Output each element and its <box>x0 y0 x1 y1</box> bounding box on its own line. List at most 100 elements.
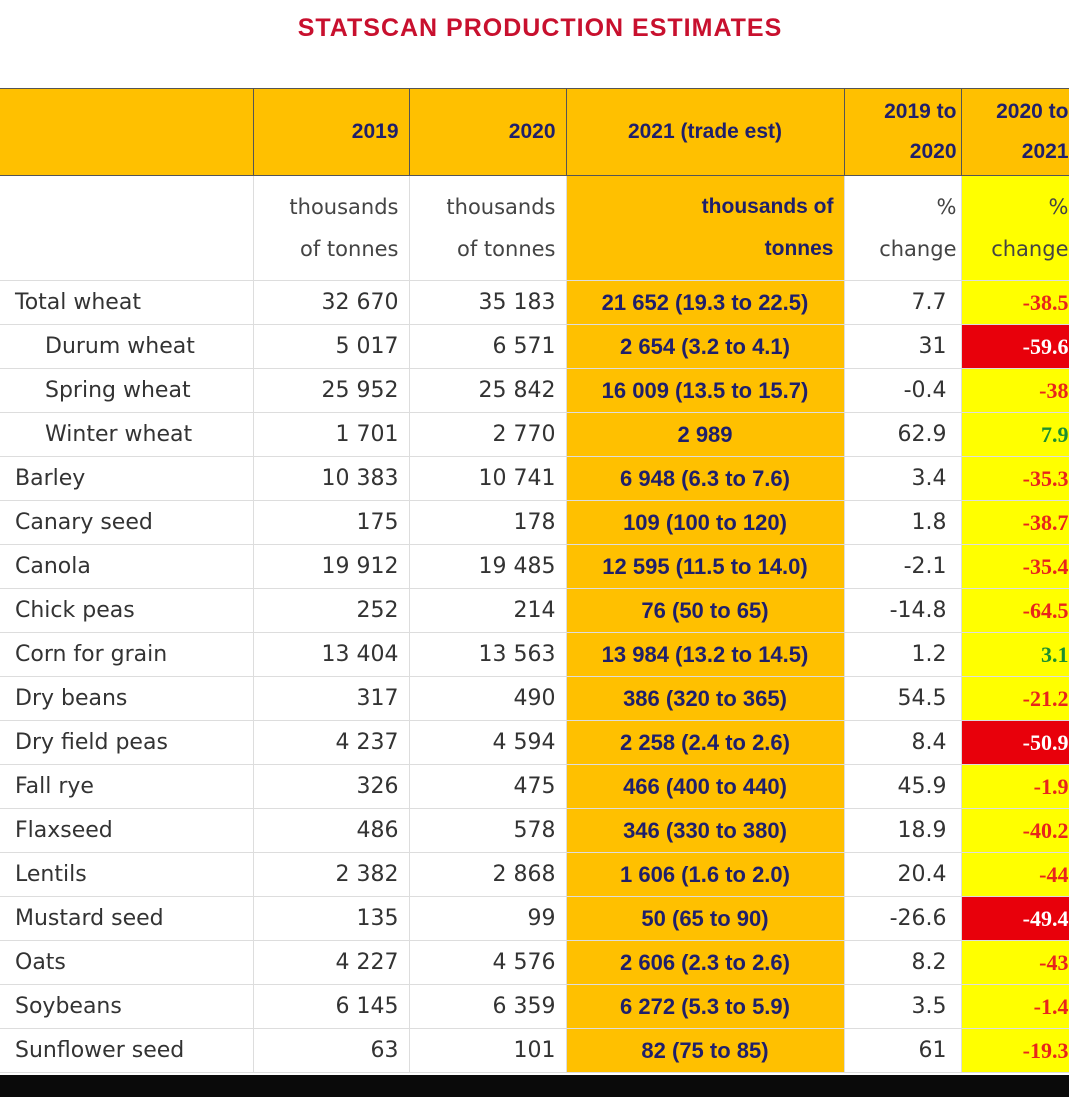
pct-change-2020-2021: -35.3 <box>961 456 1069 501</box>
units-pct1-line1: % <box>936 195 957 219</box>
value-2019: 25 952 <box>253 368 410 413</box>
pct-change-2020-2021: -64.5 <box>961 588 1069 633</box>
header-2021: 2021 (trade est) <box>566 88 845 176</box>
pct-change-2019-2020: 18.9 <box>844 808 962 853</box>
value-2019: 317 <box>253 676 410 721</box>
value-2019: 19 912 <box>253 544 410 589</box>
pct-change-2020-2021: -38.5 <box>961 280 1069 325</box>
table-row: Durum wheat 5 017 6 571 2 654 (3.2 to 4.1) 3… <box>0 324 1069 369</box>
pct-change-2019-2020: 1.2 <box>844 632 962 677</box>
value-2019: 252 <box>253 588 410 633</box>
units-2019-line1: thousands <box>289 195 399 219</box>
header-crop <box>0 88 254 176</box>
pct-change-2020-2021: -59.6 <box>961 324 1069 369</box>
pct-change-2019-2020: 3.4 <box>844 456 962 501</box>
value-2020: 10 741 <box>409 456 567 501</box>
value-2020: 35 183 <box>409 280 567 325</box>
crop-name: Soybeans <box>0 984 254 1029</box>
table-row: Dry beans 317 490 386 (320 to 365) 54.5 -21.2 <box>0 676 1069 721</box>
value-2021-estimate: 2 258 (2.4 to 2.6) <box>566 720 845 765</box>
value-2020: 101 <box>409 1028 567 1073</box>
production-table: 2019 2020 2021 (trade est) 2019 to 2020 … <box>0 88 1069 1073</box>
value-2020: 25 842 <box>409 368 567 413</box>
table-row: Soybeans 6 145 6 359 6 272 (5.3 to 5.9) 3.5-… <box>0 984 1069 1029</box>
pct-change-2020-2021: -19.3 <box>961 1028 1069 1073</box>
pct-change-2020-2021: 7.9 <box>961 412 1069 457</box>
header-pct-2019-2020-line2: 2020 <box>909 140 957 163</box>
pct-change-2020-2021: -1.9 <box>961 764 1069 809</box>
value-2020: 19 485 <box>409 544 567 589</box>
value-2019: 135 <box>253 896 410 941</box>
table-row: Flaxseed 486 578 346 (330 to 380) 18.9 -40.2 <box>0 808 1069 853</box>
value-2020: 6 571 <box>409 324 567 369</box>
table-row: Dry field peas 4 237 4 594 2 258 (2.4 to 2.… <box>0 720 1069 765</box>
units-2021-line2: tonnes <box>764 237 834 260</box>
value-2021-estimate: 21 652 (19.3 to 22.5) <box>566 280 845 325</box>
pct-change-2019-2020: -0.4 <box>844 368 962 413</box>
units-pct1-line2: change <box>879 237 957 261</box>
header-pct-2019-2020-line1: 2019 to <box>884 100 957 123</box>
pct-change-2019-2020: 45.9 <box>844 764 962 809</box>
table-row: Lentils 2 382 2 868 1 606 (1.6 to 2.0) 20.4-… <box>0 852 1069 897</box>
pct-change-2019-2020: 3.5 <box>844 984 962 1029</box>
pct-change-2020-2021: 3.1 <box>961 632 1069 677</box>
pct-change-2019-2020: 8.2 <box>844 940 962 985</box>
table-row: Oats 4 227 4 576 2 606 (2.3 to 2.6) 8.2 -43 <box>0 940 1069 985</box>
pct-change-2020-2021: -21.2 <box>961 676 1069 721</box>
value-2019: 6 145 <box>253 984 410 1029</box>
value-2021-estimate: 466 (400 to 440) <box>566 764 845 809</box>
table-row: Sunflower seed 63 101 82 (75 to 85) 61 -19.3 <box>0 1028 1069 1073</box>
pct-change-2019-2020: -26.6 <box>844 896 962 941</box>
value-2019: 5 017 <box>253 324 410 369</box>
table-row: Barley 10 383 10 741 6 948 (6.3 to 7.6) 3.4-… <box>0 456 1069 501</box>
value-2021-estimate: 50 (65 to 90) <box>566 896 845 941</box>
header-2019: 2019 <box>253 88 410 176</box>
value-2020: 4 576 <box>409 940 567 985</box>
pct-change-2019-2020: -14.8 <box>844 588 962 633</box>
units-2020-line2: of tonnes <box>457 237 556 261</box>
value-2021-estimate: 76 (50 to 65) <box>566 588 845 633</box>
pct-change-2020-2021: -44 <box>961 852 1069 897</box>
pct-change-2020-2021: -40.2 <box>961 808 1069 853</box>
pct-change-2019-2020: 62.9 <box>844 412 962 457</box>
table-row: Spring wheat 25 952 25 842 16 009 (13.5 to … <box>0 368 1069 413</box>
header-row: 2019 2020 2021 (trade est) 2019 to 2020 … <box>0 88 1069 176</box>
value-2019: 4 227 <box>253 940 410 985</box>
value-2020: 490 <box>409 676 567 721</box>
crop-name: Corn for grain <box>0 632 254 677</box>
value-2020: 475 <box>409 764 567 809</box>
value-2019: 326 <box>253 764 410 809</box>
value-2021-estimate: 2 989 <box>566 412 845 457</box>
value-2021-estimate: 6 948 (6.3 to 7.6) <box>566 456 845 501</box>
pct-change-2020-2021: -43 <box>961 940 1069 985</box>
units-pct2-line2: change <box>991 237 1069 261</box>
header-2020: 2020 <box>409 88 567 176</box>
table-row: Fall rye 326 475 466 (400 to 440) 45.9 -1.9 <box>0 764 1069 809</box>
pct-change-2019-2020: 20.4 <box>844 852 962 897</box>
data-rows: Total wheat 32 670 35 183 21 652 (19.3 to 2… <box>0 280 1069 1073</box>
value-2019: 175 <box>253 500 410 545</box>
pct-change-2020-2021: -50.9 <box>961 720 1069 765</box>
pct-change-2019-2020: 8.4 <box>844 720 962 765</box>
pct-change-2019-2020: 61 <box>844 1028 962 1073</box>
value-2020: 2 868 <box>409 852 567 897</box>
value-2020: 4 594 <box>409 720 567 765</box>
value-2021-estimate: 82 (75 to 85) <box>566 1028 845 1073</box>
units-row: thousands of tonnes thousands of tonnes … <box>0 175 1069 281</box>
table-row: Chick peas 252 214 76 (50 to 65) -14.8 -64.5 <box>0 588 1069 633</box>
value-2019: 2 382 <box>253 852 410 897</box>
value-2019: 32 670 <box>253 280 410 325</box>
value-2021-estimate: 16 009 (13.5 to 15.7) <box>566 368 845 413</box>
value-2020: 178 <box>409 500 567 545</box>
crop-name: Canary seed <box>0 500 254 545</box>
crop-name: Dry field peas <box>0 720 254 765</box>
header-pct-2020-2021-line1: 2020 to <box>996 100 1069 123</box>
crop-name: Canola <box>0 544 254 589</box>
crop-name: Durum wheat <box>0 324 254 369</box>
crop-name: Chick peas <box>0 588 254 633</box>
value-2020: 99 <box>409 896 567 941</box>
value-2021-estimate: 2 606 (2.3 to 2.6) <box>566 940 845 985</box>
units-2020: thousands of tonnes <box>409 175 567 281</box>
value-2019: 10 383 <box>253 456 410 501</box>
value-2019: 4 237 <box>253 720 410 765</box>
